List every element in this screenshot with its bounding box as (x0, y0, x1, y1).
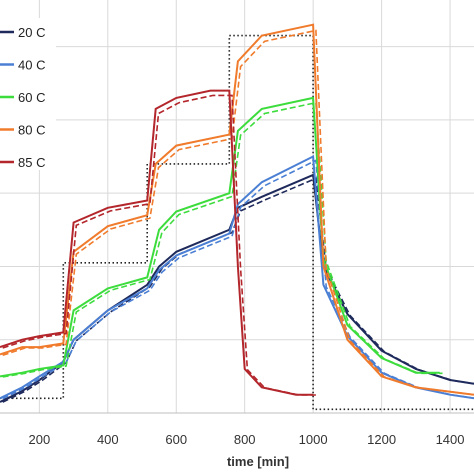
legend-background (0, 18, 56, 170)
x-tick-label: 200 (29, 432, 51, 447)
x-tick-label: 1400 (436, 432, 465, 447)
series-line (0, 96, 440, 378)
series-lines (0, 23, 474, 403)
legend-label: 60 C (18, 90, 45, 105)
legend: 20 C 40 C 60 C 80 C 85 C (0, 18, 56, 170)
series-line-dashed (2, 29, 474, 396)
series-line (0, 23, 474, 396)
legend-label: 40 C (18, 58, 45, 73)
x-tick-label: 1000 (299, 432, 328, 447)
legend-label: 20 C (18, 25, 45, 40)
legend-label: 85 C (18, 155, 45, 170)
series-line-dashed (2, 101, 443, 378)
legend-label: 80 C (18, 123, 45, 138)
series-line (0, 89, 314, 396)
x-tick-label: 600 (165, 432, 187, 447)
x-axis-title: time [min] (227, 454, 289, 469)
x-tick-label: 1200 (367, 432, 396, 447)
x-tick-label: 400 (97, 432, 119, 447)
series-line-dashed (2, 94, 316, 396)
x-tick-label: 800 (234, 432, 256, 447)
x-tick-labels: 200 400 600 800 1000 1200 1400 (29, 432, 465, 447)
